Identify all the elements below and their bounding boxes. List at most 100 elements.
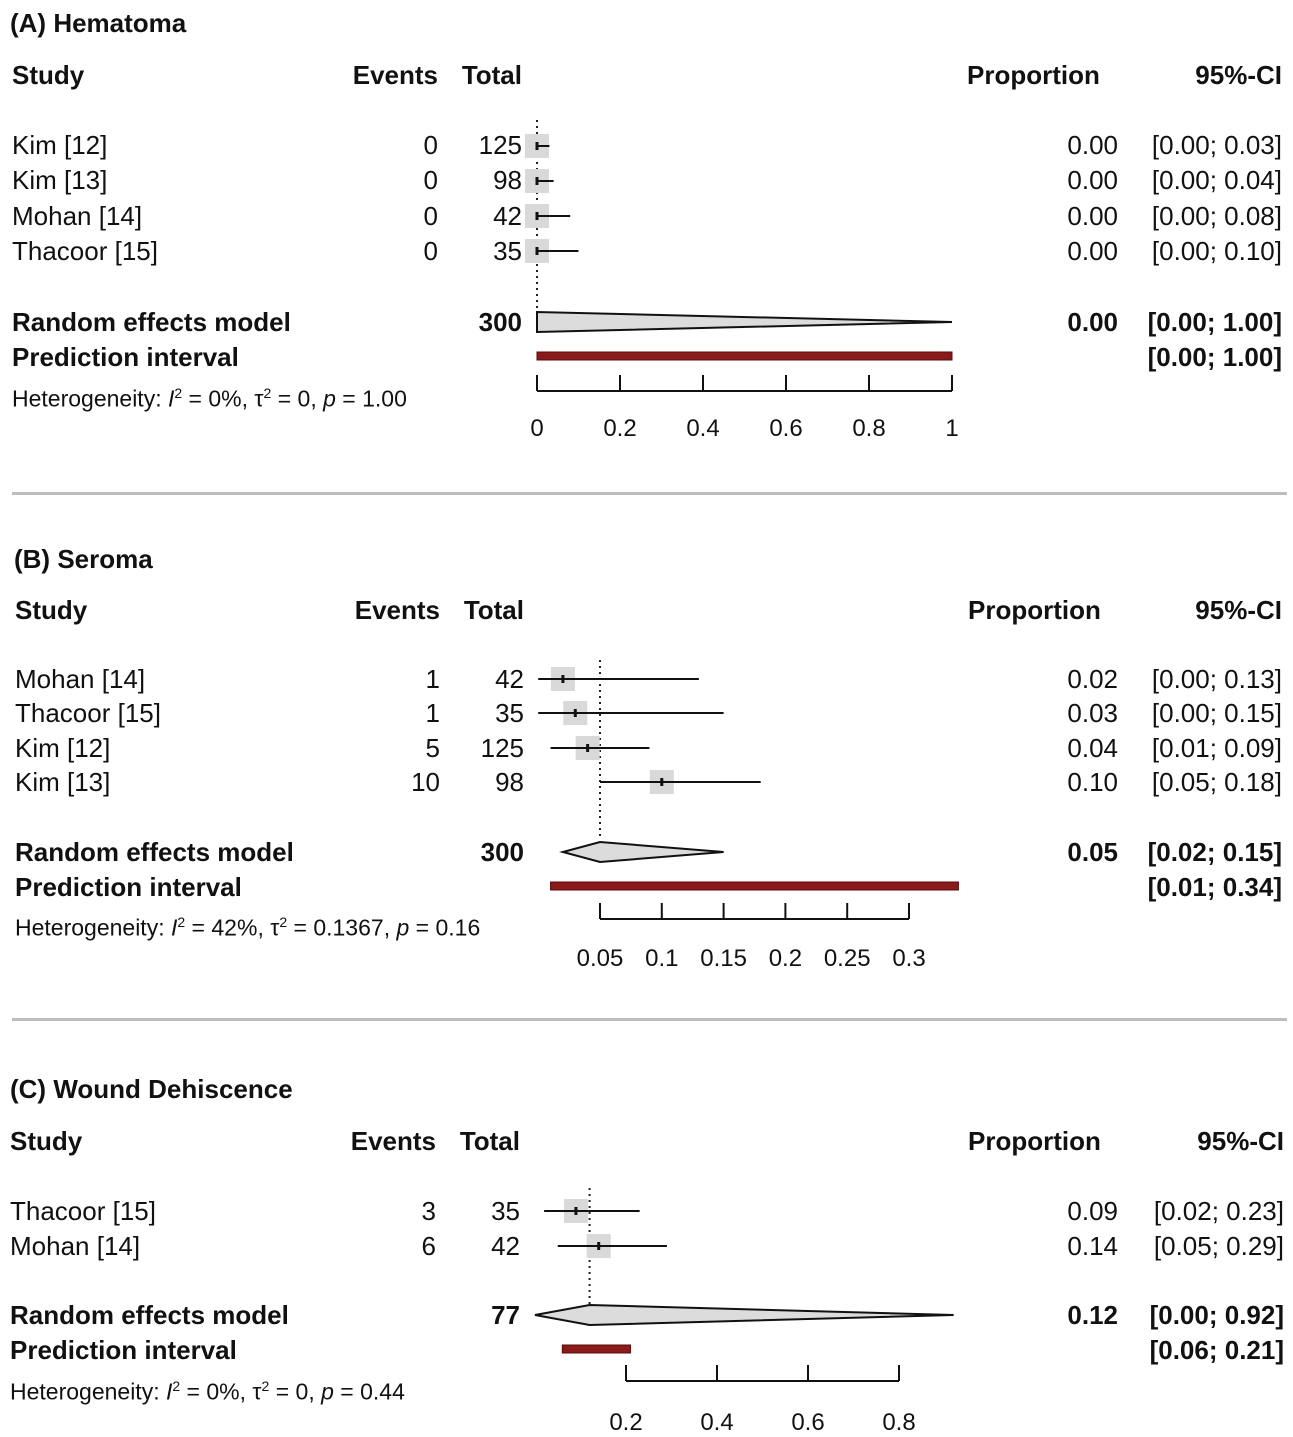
study-events: 0 (423, 236, 438, 266)
heterogeneity-i2: 0% (206, 1378, 240, 1405)
study-total: 98 (495, 767, 524, 797)
header-study: Study (12, 60, 85, 90)
x-axis-tick-label: 0.2 (609, 1409, 642, 1436)
random-effects-proportion: 0.00 (1067, 307, 1118, 337)
heterogeneity-text: Heterogeneity: I2 = 0%, τ2 = 0, p = 1.00 (12, 385, 407, 412)
heterogeneity-p: 0.44 (360, 1378, 405, 1405)
study-ci: [0.00; 0.13] (1151, 664, 1282, 694)
study-proportion: 0.02 (1067, 664, 1118, 694)
study-proportion: 0.00 (1067, 201, 1118, 231)
prediction-interval-bar (561, 1344, 632, 1354)
random-effects-label: Random effects model (15, 837, 294, 867)
study-total: 35 (493, 236, 522, 266)
prediction-interval-bar (550, 881, 959, 891)
random-effects-diamond (536, 310, 953, 334)
header-ci: 95%-CI (1197, 1126, 1284, 1156)
panel-title: (A) Hematoma (10, 8, 187, 38)
study-total: 42 (493, 201, 522, 231)
study-ci: [0.05; 0.29] (1153, 1231, 1284, 1261)
study-proportion: 0.00 (1067, 165, 1118, 195)
study-total: 35 (491, 1196, 520, 1226)
study-events: 0 (423, 130, 438, 160)
random-effects-total: 77 (491, 1300, 520, 1330)
study-ci: [0.05; 0.18] (1151, 767, 1282, 797)
study-events: 10 (411, 767, 440, 797)
prediction-interval-label: Prediction interval (10, 1335, 237, 1365)
x-axis-tick-label: 0.05 (577, 945, 624, 972)
study-proportion: 0.04 (1067, 733, 1118, 763)
panel-title: (B) Seroma (14, 544, 153, 574)
study-ci: [0.00; 0.03] (1151, 130, 1282, 160)
random-effects-total: 300 (480, 837, 524, 867)
header-events: Events (350, 1126, 436, 1156)
header-proportion: Proportion (968, 595, 1101, 625)
study-proportion: 0.00 (1067, 236, 1118, 266)
panel-divider (12, 492, 1287, 495)
heterogeneity-prefix: Heterogeneity: (10, 1378, 166, 1405)
study-ci: [0.00; 0.10] (1151, 236, 1282, 266)
forest-plot: 0 0.2 0.4 0.6 0.8 1 (525, 120, 959, 442)
random-effects-proportion: 0.12 (1067, 1300, 1118, 1330)
header-ci: 95%-CI (1195, 60, 1282, 90)
heterogeneity-prefix: Heterogeneity: (15, 914, 171, 941)
study-total: 125 (478, 130, 522, 160)
study-ci: [0.01; 0.09] (1151, 733, 1282, 763)
heterogeneity-tau2: 0 (297, 385, 311, 412)
heterogeneity-i2: 42% (211, 914, 258, 941)
heterogeneity-text: Heterogeneity: I2 = 0%, τ2 = 0, p = 0.44 (10, 1378, 405, 1405)
heterogeneity-i2: 0% (208, 385, 242, 412)
study-name: Mohan [14] (15, 664, 146, 694)
heterogeneity-tau2: 0.1367 (313, 914, 384, 941)
random-effects-label: Random effects model (10, 1300, 289, 1330)
random-effects-ci: [0.00; 0.92] (1149, 1300, 1284, 1330)
header-study: Study (15, 595, 88, 625)
x-axis-tick-label: 1 (945, 415, 958, 442)
prediction-interval-label: Prediction interval (15, 872, 242, 902)
random-effects-proportion: 0.05 (1067, 837, 1118, 867)
panel-wound-dehiscence: (C) Wound Dehiscence Study Events Total … (0, 1068, 1293, 1437)
prediction-interval-ci: [0.00; 1.00] (1147, 342, 1282, 372)
header-proportion: Proportion (968, 1126, 1101, 1156)
x-axis-tick-label: 0.4 (686, 415, 719, 442)
study-events: 5 (425, 733, 440, 763)
study-total: 42 (491, 1231, 520, 1261)
study-total: 125 (480, 733, 524, 763)
study-proportion: 0.09 (1067, 1196, 1118, 1226)
study-name: Thacoor [15] (15, 698, 161, 728)
header-total: Total (461, 60, 522, 90)
x-axis-tick-label: 0.1 (645, 945, 678, 972)
study-ci: [0.02; 0.23] (1153, 1196, 1284, 1226)
x-axis-tick-label: 0.6 (769, 415, 802, 442)
heterogeneity-prefix: Heterogeneity: (12, 385, 168, 412)
study-proportion: 0.14 (1067, 1231, 1118, 1261)
x-axis-tick-label: 0 (530, 415, 543, 442)
prediction-interval-ci: [0.01; 0.34] (1147, 872, 1282, 902)
study-name: Thacoor [15] (10, 1196, 156, 1226)
study-ci: [0.00; 0.08] (1151, 201, 1282, 231)
x-axis-tick-label: 0.8 (882, 1409, 915, 1436)
study-proportion: 0.10 (1067, 767, 1118, 797)
study-events: 6 (421, 1231, 436, 1261)
forest-plot: 0.05 0.1 0.15 0.2 0.25 0.3 (538, 660, 959, 972)
x-axis-tick-label: 0.15 (700, 945, 747, 972)
header-total: Total (463, 595, 524, 625)
study-events: 3 (421, 1196, 436, 1226)
heterogeneity-text: Heterogeneity: I2 = 42%, τ2 = 0.1367, p … (15, 914, 481, 941)
study-events: 0 (423, 165, 438, 195)
header-events: Events (354, 595, 440, 625)
study-name: Kim [12] (15, 733, 111, 763)
prediction-interval-bar (536, 351, 953, 361)
study-proportion: 0.03 (1067, 698, 1118, 728)
study-name: Mohan [14] (12, 201, 143, 231)
random-effects-diamond (534, 1303, 954, 1327)
header-study: Study (10, 1126, 83, 1156)
panel-hematoma: (A) Hematoma Study Events Total Proporti… (0, 0, 1293, 490)
x-axis-tick-label: 0.3 (892, 945, 925, 972)
random-effects-total: 300 (478, 307, 522, 337)
panel-seroma: (B) Seroma Study Events Total Proportion… (0, 540, 1293, 1020)
heterogeneity-p: 0.16 (435, 914, 481, 941)
header-events: Events (352, 60, 438, 90)
prediction-interval-label: Prediction interval (12, 342, 239, 372)
study-name: Kim [13] (12, 165, 108, 195)
study-events: 1 (425, 698, 440, 728)
